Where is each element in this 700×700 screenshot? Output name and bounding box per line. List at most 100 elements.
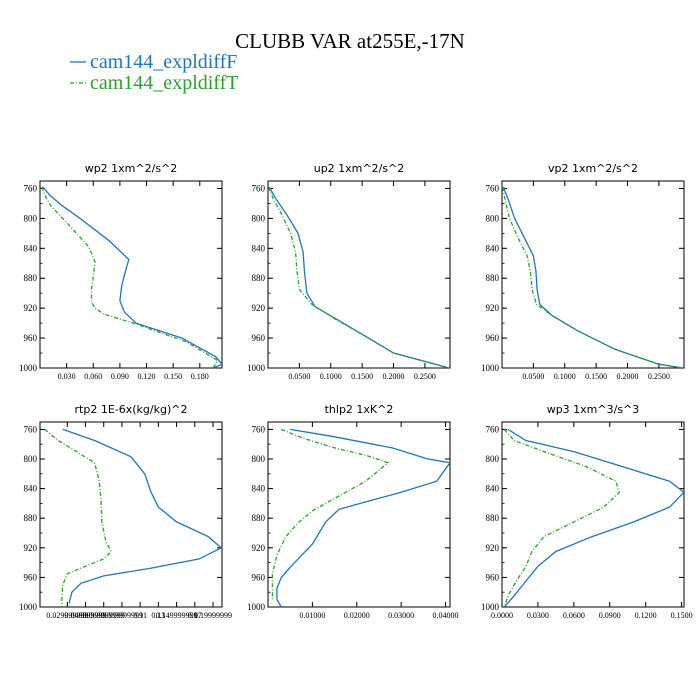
panel-0-series-1 [41,186,219,368]
panel-4-ytick-label-0: 760 [252,424,266,434]
panel-3-xtick-label-4: 0.11 [133,611,147,620]
panel-3-xtick-label-0: 0.029999999 [46,611,88,620]
panel-4-ytick-label-2: 840 [252,484,266,494]
panel-0-ytick-label-5: 960 [24,333,38,343]
panel-4-ytick-label-1: 800 [252,454,266,464]
legend: cam144_expldiffF cam144_expldiffT [70,51,238,94]
panel-1-xtick-label-3: 0.2000 [383,372,405,381]
panel-2: vp2 1xm^2/s^2 760 800 840 880 920 960 1000 0.050… [481,162,685,381]
panel-1-series-0 [268,186,449,368]
panel-1-xtick-label-2: 0.1500 [351,372,373,381]
panel-1: up2 1xm^2/s^2 760 800 840 880 920 960 1000 0.050… [247,162,451,381]
panel-5-xtick-label-5: 0.1500 [671,611,693,620]
panel-3-xtick-label-8: 0.19999999 [194,611,232,620]
panel-5-ytick-label-4: 920 [486,543,500,553]
panel-2-xtick-label-0: 0.0500 [522,372,544,381]
panel-0-ytick-label-3: 880 [24,273,38,283]
panel-3-frame [39,421,223,608]
panel-2-series-0 [502,186,683,368]
panel-3-xtick-label-2: 0.069999999 [83,611,125,620]
panel-4-ytick-label-3: 880 [252,513,266,523]
panel-2-xtick-label-2: 0.1500 [585,372,607,381]
panel-2-frame [501,180,685,369]
panel-1-xtick-label-1: 0.1000 [320,372,342,381]
panel-4-xtick-label-2: 0.03000 [388,611,414,620]
panel-1-ytick-label-3: 880 [252,273,266,283]
panel-5-ytick-label-2: 840 [486,484,500,494]
panel-5-xtick-label-2: 0.0600 [563,611,585,620]
panel-0-ytick-label-2: 840 [24,243,38,253]
panel-2-series-1 [502,186,683,368]
panel-0-xtick-label-3: 0.120 [138,372,156,381]
panel-3-xtick-label-6: 0.149999999 [156,611,198,620]
panel-5-xtick-label-3: 0.0900 [599,611,621,620]
panel-3-xtick-label-5: 0.13 [151,611,165,620]
panel-2-ytick-label-5: 960 [486,333,500,343]
panel-3-xtick-label-3: 0.089999999 [101,611,143,620]
panel-3-xtick-label-1: 0.049999999 [65,611,107,620]
panel-0-ytick-label-1: 800 [24,213,38,223]
panel-1-xtick-label-4: 0.2500 [414,372,436,381]
panel-4-xtick-label-3: 0.04000 [433,611,459,620]
panel-5-frame [501,421,685,608]
panel-5-title: wp3 1xm^3/s^3 [547,403,640,416]
panel-0-xtick-label-4: 0.150 [164,372,182,381]
panel-3-ytick-label-6: 1000 [19,602,38,612]
panel-0-xtick-label-5: 0.180 [191,372,209,381]
panel-5-xtick-label-0: 0.0000 [491,611,513,620]
panel-4-xtick-label-0: 0.01000 [299,611,325,620]
panel-1-title: up2 1xm^2/s^2 [314,162,405,175]
panel-1-ytick-label-2: 840 [252,243,266,253]
panel-1-ytick-label-0: 760 [252,183,266,193]
panel-3-ytick-label-2: 840 [24,484,38,494]
panel-2-title: vp2 1xm^2/s^2 [548,162,638,175]
panel-0-ytick-label-6: 1000 [19,363,38,373]
panel-0-xtick-label-2: 0.090 [111,372,129,381]
panel-1-series-1 [268,186,449,368]
panel-4-xtick-label-1: 0.02000 [344,611,370,620]
panel-3-series-1 [44,428,112,607]
panel-5-xtick-label-1: 0.0300 [527,611,549,620]
panel-5-xtick-label-4: 0.1200 [635,611,657,620]
panel-4-ytick-label-5: 960 [252,572,266,582]
panel-0-ytick-label-4: 920 [24,303,38,313]
panel-0-frame [39,180,223,369]
legend-label-0: cam144_expldiffF [90,51,237,73]
panel-5-series-1 [503,428,621,607]
panel-0-series-0 [42,186,222,368]
panel-3-ytick-label-1: 800 [24,454,38,464]
panel-4-frame [267,421,451,608]
main-title: CLUBB VAR at255E,-17N [235,29,465,53]
panel-1-frame [267,180,451,369]
panel-3-ytick-label-3: 880 [24,513,38,523]
panel-4-title: thlp2 1xK^2 [325,403,394,416]
panel-5-ytick-label-3: 880 [486,513,500,523]
panel-1-ytick-label-1: 800 [252,213,266,223]
panel-2-ytick-label-2: 840 [486,243,500,253]
panel-3-ytick-label-4: 920 [24,543,38,553]
panel-0: wp2 1xm^2/s^2 760 800 840 880 920 960 1000 0.030… [19,162,223,381]
panel-2-xtick-label-3: 0.2000 [617,372,639,381]
legend-label-1: cam144_expldiffT [90,72,238,94]
panel-5-ytick-label-6: 1000 [481,602,500,612]
panel-4-series-0 [276,428,450,607]
panel-2-xtick-label-1: 0.1000 [554,372,576,381]
legend-entry-0: cam144_expldiffF [70,51,237,73]
panel-2-ytick-label-0: 760 [486,183,500,193]
panel-2-xtick-label-4: 0.2500 [648,372,670,381]
panel-5-ytick-label-0: 760 [486,424,500,434]
panel-1-ytick-label-6: 1000 [247,363,266,373]
panel-4-series-1 [271,428,390,600]
panels: wp2 1xm^2/s^2 760 800 840 880 920 960 1000 0.030… [19,162,693,620]
legend-entry-1: cam144_expldiffT [70,72,238,94]
panel-3-title: rtp2 1E-6x(kg/kg)^2 [75,403,188,416]
panel-5: wp3 1xm^3/s^3 760 800 840 880 920 960 10000.000… [481,403,693,620]
panel-2-ytick-label-1: 800 [486,213,500,223]
panel-3-ytick-label-0: 760 [24,424,38,434]
panel-4-ytick-label-4: 920 [252,543,266,553]
panel-2-ytick-label-6: 1000 [481,363,500,373]
panel-1-xtick-label-0: 0.0500 [288,372,310,381]
panel-1-ytick-label-5: 960 [252,333,266,343]
panel-0-xtick-label-0: 0.030 [58,372,76,381]
panel-3-series-0 [62,428,222,604]
